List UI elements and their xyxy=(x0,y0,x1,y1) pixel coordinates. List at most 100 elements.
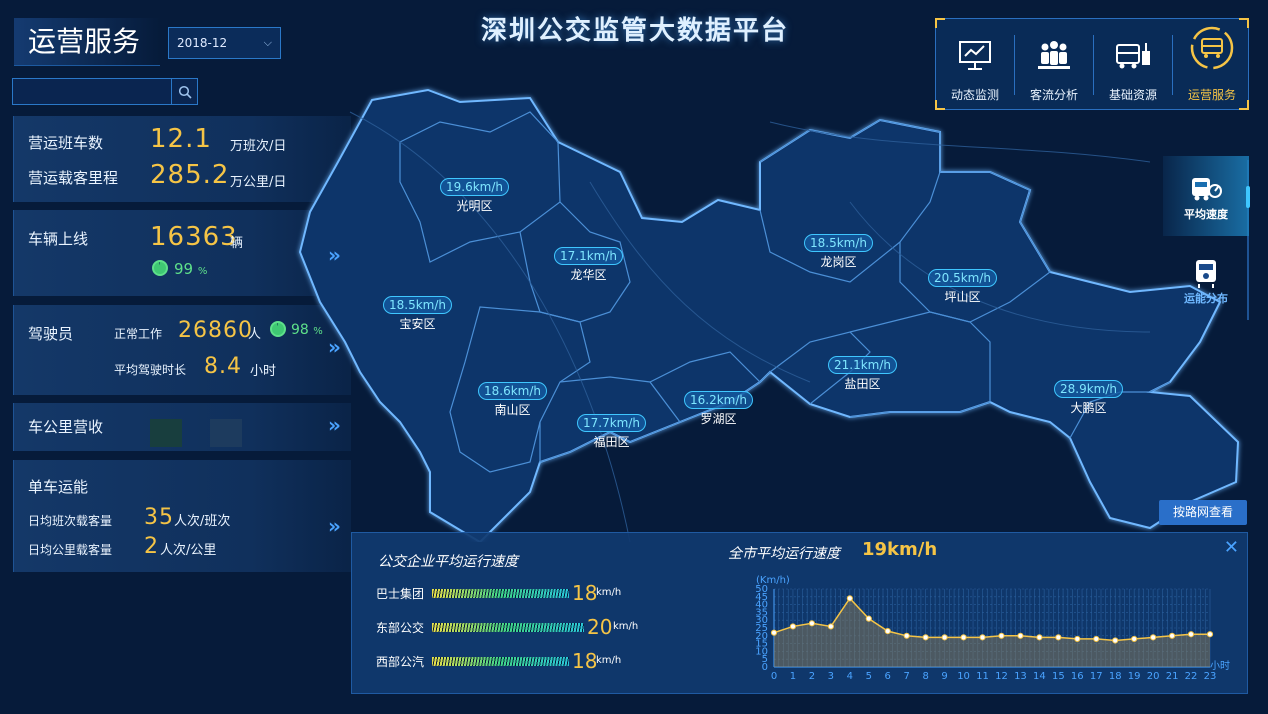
trips-value: 12.1 xyxy=(150,124,212,154)
side-tab-capacity-distribution[interactable]: 运能分布 xyxy=(1163,244,1249,310)
district-speed: 17.7km/h xyxy=(577,414,647,432)
vehicles-unit: 辆 xyxy=(230,236,244,251)
view-by-route-button[interactable]: 按路网查看 xyxy=(1159,500,1247,525)
shenzhen-map: 19.6km/h 光明区 17.1km/h 龙华区 18.5km/h 龙岗区 2… xyxy=(290,82,1260,542)
daily-trip-value: 35 xyxy=(144,505,174,530)
district-pingshan[interactable]: 20.5km/h 坪山区 xyxy=(928,269,998,305)
nav-item-basic-resources[interactable]: 基础资源 xyxy=(1094,19,1172,111)
corner-accent xyxy=(935,100,945,110)
district-yantian[interactable]: 21.1km/h 盐田区 xyxy=(828,356,898,392)
x-tick-label: 22 xyxy=(1185,671,1198,682)
x-tick-label: 17 xyxy=(1090,671,1103,682)
x-tick-label: 9 xyxy=(941,671,947,682)
x-tick-label: 6 xyxy=(885,671,891,682)
x-tick-label: 12 xyxy=(995,671,1008,682)
nav-divider xyxy=(1014,35,1015,95)
district-speed: 17.1km/h xyxy=(554,247,624,265)
capacity-card: 单车运能 日均班次载客量 35 人次/班次 日均公里载客量 2 人次/公里 » xyxy=(13,460,351,572)
data-point xyxy=(1112,637,1119,644)
working-rate-ring xyxy=(270,321,286,337)
district-name: 坪山区 xyxy=(944,290,981,304)
expand-arrow-icon[interactable]: » xyxy=(328,335,341,359)
module-nav: 动态监测 客流分析 基础资源 运营服务 xyxy=(935,18,1249,110)
daily-km-value: 2 xyxy=(144,534,159,559)
side-tab-label: 运能分布 xyxy=(1184,292,1228,305)
revenue-placeholder xyxy=(150,419,182,447)
city-speed-title: 全市平均运行速度 xyxy=(728,546,840,562)
bus-station-icon xyxy=(1116,43,1150,69)
working-label: 正常工作 xyxy=(114,327,163,341)
district-speed: 18.5km/h xyxy=(383,296,453,314)
side-scroll-thumb[interactable] xyxy=(1246,186,1250,208)
company-speed-bar xyxy=(432,623,584,632)
drivers-label: 驾驶员 xyxy=(28,325,74,343)
nav-item-operation-service[interactable]: 运营服务 xyxy=(1173,19,1251,111)
district-speed: 28.9km/h xyxy=(1054,380,1124,398)
y-tick-label: 10 xyxy=(755,646,768,657)
side-tab-average-speed[interactable]: 平均速度 xyxy=(1163,156,1249,236)
data-point xyxy=(827,623,834,630)
speed-panel: 公交企业平均运行速度 全市平均运行速度 19km/h ✕ 巴士集团 18 km/… xyxy=(351,532,1248,694)
nav-label: 动态监测 xyxy=(950,88,999,102)
district-baoan[interactable]: 18.5km/h 宝安区 xyxy=(383,296,453,332)
working-value: 26860 xyxy=(178,318,253,343)
company-speed-title: 公交企业平均运行速度 xyxy=(378,554,518,570)
nav-label: 客流分析 xyxy=(1029,88,1078,102)
expand-arrow-icon[interactable]: » xyxy=(328,413,341,437)
vehicles-card: 车辆上线 16363 辆 99 % » xyxy=(13,210,351,296)
data-point xyxy=(979,634,986,641)
mileage-unit: 万公里/日 xyxy=(230,175,287,190)
district-futian[interactable]: 17.7km/h 福田区 xyxy=(577,414,647,450)
search-button[interactable] xyxy=(171,79,197,104)
x-tick-label: 10 xyxy=(957,671,970,682)
data-point xyxy=(846,595,853,602)
company-name: 西部公汽 xyxy=(376,655,425,669)
x-tick-label: 19 xyxy=(1128,671,1141,682)
hours-label: 平均驾驶时长 xyxy=(114,363,187,377)
mileage-label: 营运载客里程 xyxy=(28,169,119,187)
page-title: 深圳公交监管大数据平台 xyxy=(480,16,789,46)
map-arrow-icon[interactable]: » xyxy=(328,243,341,267)
district-name: 大鹏区 xyxy=(1070,401,1107,415)
working-unit: 人 xyxy=(248,327,262,342)
search-input[interactable] xyxy=(12,78,198,105)
revenue-card: 车公里营收 » xyxy=(13,403,351,451)
vehicles-label: 车辆上线 xyxy=(28,230,89,248)
x-tick-label: 4 xyxy=(847,671,853,682)
revenue-placeholder xyxy=(210,419,242,447)
district-nanshan[interactable]: 18.6km/h 南山区 xyxy=(478,382,548,418)
nav-item-passenger-flow[interactable]: 客流分析 xyxy=(1015,19,1093,111)
corner-accent xyxy=(935,18,945,28)
people-group-icon xyxy=(1038,41,1070,69)
data-point xyxy=(1150,634,1157,641)
y-tick-label: 0 xyxy=(762,662,768,673)
district-luohu[interactable]: 16.2km/h 罗湖区 xyxy=(684,391,754,427)
capacity-label: 单车运能 xyxy=(28,478,89,496)
district-longgang[interactable]: 18.5km/h 龙岗区 xyxy=(804,234,874,270)
nav-label: 运营服务 xyxy=(1187,88,1236,102)
company-speed-unit: km/h xyxy=(613,621,639,632)
section-title: 运营服务 xyxy=(14,18,160,66)
x-tick-label: 23 xyxy=(1204,671,1217,682)
y-tick-label: 45 xyxy=(755,592,768,603)
x-tick-label: 7 xyxy=(904,671,910,682)
company-speed-value: 18 xyxy=(572,581,598,605)
nav-item-dynamic-monitor[interactable]: 动态监测 xyxy=(936,19,1014,111)
x-tick-label: 5 xyxy=(866,671,872,682)
expand-arrow-icon[interactable]: » xyxy=(328,514,341,538)
data-point xyxy=(903,632,910,639)
month-select[interactable]: 2018-12 ⌵ xyxy=(168,27,281,59)
district-longhua[interactable]: 17.1km/h 龙华区 xyxy=(554,247,624,283)
district-name: 盐田区 xyxy=(844,377,881,391)
district-dapeng[interactable]: 28.9km/h 大鹏区 xyxy=(1054,380,1124,416)
x-tick-label: 8 xyxy=(922,671,928,682)
district-guangming[interactable]: 19.6km/h 光明区 xyxy=(440,178,510,214)
data-point xyxy=(808,620,816,627)
close-icon[interactable]: ✕ xyxy=(1223,537,1239,558)
revenue-label: 车公里营收 xyxy=(28,418,104,436)
mileage-value: 285.2 xyxy=(150,160,230,190)
x-tick-label: 21 xyxy=(1166,671,1179,682)
x-tick-label: 3 xyxy=(828,671,834,682)
data-point xyxy=(960,634,967,641)
